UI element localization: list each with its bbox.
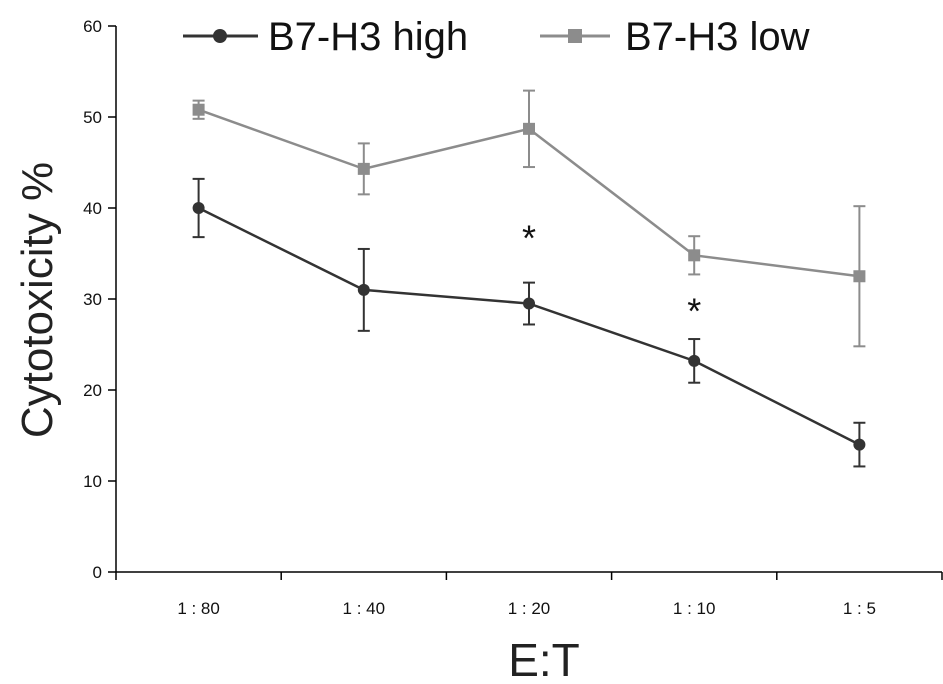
legend: B7-H3 high B7-H3 low: [183, 15, 810, 59]
point-1-4: [853, 270, 866, 283]
y-tick-label-0: 0: [93, 563, 102, 582]
axes: 0 10 20 30 40 50 60 1 : 80 1 : 40 1 : 20 1 : 10 1 :…: [83, 17, 943, 618]
legend-swatch-marker-high: [213, 29, 227, 43]
point-1-1: [357, 162, 370, 175]
legend-swatch-marker-low: [568, 29, 582, 43]
legend-label-low: B7-H3 low: [625, 15, 810, 59]
series-layer: [192, 89, 866, 468]
point-0-0: [192, 202, 205, 214]
x-tick-label-0: 1 : 80: [177, 599, 220, 618]
y-tick-label-60: 60: [83, 17, 102, 36]
y-axis-title: Cytotoxicity %: [13, 162, 62, 438]
x-tick-label-3: 1 : 10: [673, 599, 716, 618]
point-1-2: [523, 122, 535, 135]
x-tick-label-1: 1 : 40: [343, 599, 386, 618]
point-0-2: [523, 297, 535, 310]
x-axis-title: E:T: [508, 634, 580, 684]
y-tick-label-40: 40: [83, 199, 102, 218]
point-0-1: [357, 283, 370, 296]
series-1: [192, 89, 866, 348]
point-0-3: [688, 354, 701, 367]
significance-mark-1: *: [687, 290, 701, 331]
legend-label-high: B7-H3 high: [268, 15, 468, 59]
y-tick-label-50: 50: [83, 108, 102, 127]
annotation-layer: **: [522, 218, 701, 332]
point-0-4: [853, 438, 866, 451]
x-tick-label-2: 1 : 20: [508, 599, 551, 618]
y-tick-label-20: 20: [83, 381, 102, 400]
point-1-3: [688, 249, 701, 262]
significance-mark-0: *: [522, 218, 536, 259]
y-tick-label-30: 30: [83, 290, 102, 309]
series-0: [192, 177, 866, 468]
y-tick-label-10: 10: [83, 472, 102, 491]
x-tick-label-4: 1 : 5: [843, 599, 876, 618]
point-1-0: [192, 103, 205, 116]
